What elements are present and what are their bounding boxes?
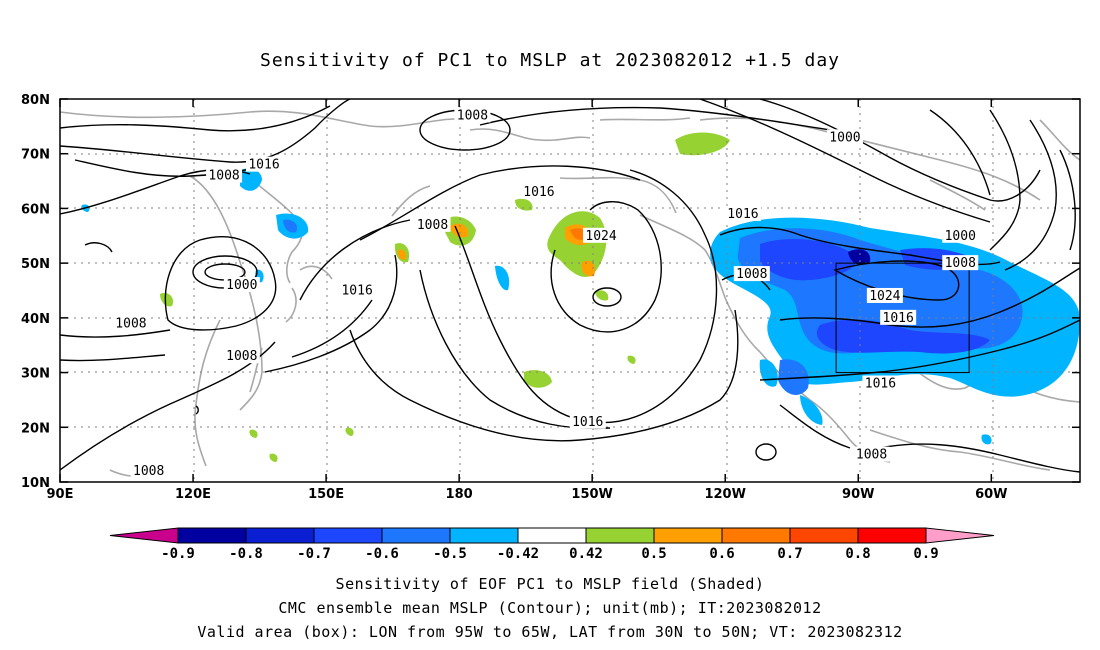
- latitude-label: 80N: [21, 93, 50, 108]
- latitude-label: 40N: [21, 312, 50, 327]
- contour-label: 1016: [727, 207, 758, 222]
- longitude-labels: 90E 120E 150E 180 150W 120W 90W 60W: [47, 487, 1008, 502]
- latitude-label: 50N: [21, 257, 50, 272]
- longitude-label: 150W: [571, 487, 612, 502]
- contour-label-bg: [733, 266, 770, 282]
- latitude-labels: 80N 70N 60N 50N 40N 30N 20N 10N: [21, 93, 50, 491]
- colorbar-segment: [517, 527, 587, 544]
- chart-title: Sensitivity of PC1 to MSLP at 2023082012…: [259, 50, 840, 71]
- latitude-label: 10N: [21, 476, 50, 491]
- longitude-label: 120W: [704, 487, 745, 502]
- contour-label: 1016: [865, 377, 896, 392]
- contour-label-bg: [880, 309, 917, 325]
- longitude-label: 90E: [47, 487, 74, 502]
- colorbar-label: 0.5: [641, 546, 666, 562]
- colorbar-segment: [857, 527, 927, 544]
- contour-label: 1008: [208, 169, 239, 184]
- contour-label-bg: [339, 282, 376, 298]
- colorbar-label: 0.42: [569, 546, 603, 562]
- colorbar-label: -0.6: [365, 546, 399, 562]
- colorbar-segment: [789, 527, 859, 544]
- footer-line-1: Sensitivity of EOF PC1 to MSLP field (Sh…: [335, 575, 765, 593]
- map-grid: [60, 99, 1080, 482]
- colorbar-label: 0.8: [845, 546, 870, 562]
- contour-label: 1000: [945, 229, 976, 244]
- colorbar-segment: [653, 527, 723, 544]
- colorbar-label: -0.9: [161, 546, 195, 562]
- contour-label-bg: [223, 348, 260, 364]
- contour-label-bg: [223, 277, 260, 293]
- colorbar-segment: [585, 527, 655, 544]
- colorbar-segment: [449, 527, 519, 544]
- contour-labels: 1008 1000 1016 1008 1016 1016 1008 1024 1000 1008…: [112, 107, 979, 479]
- contour-label: 1016: [572, 415, 603, 430]
- contour-label-bg: [246, 156, 282, 172]
- contour-label-bg: [942, 255, 979, 271]
- map-area: 1008 1000 1016 1008 1016 1016 1008 1024 1000 1008…: [60, 99, 1080, 482]
- colorbar-segment: [381, 527, 451, 544]
- contour-label: 1016: [523, 185, 554, 200]
- colorbar-labels: -0.9 -0.8 -0.7 -0.6 -0.5 -0.42 0.42 0.5 0.6 0.7 0.…: [161, 546, 939, 562]
- contour-label: 1016: [248, 158, 279, 173]
- contour-label: 1008: [736, 267, 767, 282]
- colorbar-label: 0.9: [913, 546, 938, 562]
- contour-label-bg: [826, 129, 863, 145]
- contour-label-bg: [942, 227, 979, 243]
- contour-label: 1008: [417, 218, 448, 233]
- contour-label-bg: [724, 205, 761, 221]
- axis-ticks: [59, 98, 1080, 483]
- contour-label: 1000: [226, 278, 257, 293]
- longitude-label: 60W: [975, 487, 1007, 502]
- longitude-label: 120E: [175, 487, 211, 502]
- contour-label-bg: [583, 227, 620, 243]
- colorbar-label: -0.42: [497, 546, 539, 562]
- colorbar-high-triangle: [925, 527, 995, 544]
- contour-label: 1008: [226, 349, 257, 364]
- colorbar-label: 0.7: [777, 546, 802, 562]
- latitude-label: 70N: [21, 148, 50, 163]
- contour-label-bg: [414, 216, 451, 232]
- colorbar-label: -0.7: [297, 546, 331, 562]
- contour-label: 1008: [115, 316, 146, 331]
- latitude-label: 30N: [21, 367, 50, 382]
- colorbar: [109, 527, 995, 544]
- contour-label: 1016: [341, 284, 372, 299]
- contour-label: 1024: [869, 289, 900, 304]
- contour-label: 1008: [856, 448, 887, 463]
- colorbar-low-triangle: [109, 527, 179, 544]
- colorbar-label: -0.5: [433, 546, 467, 562]
- contour-label-bg: [569, 413, 606, 429]
- contour-label: 1008: [945, 256, 976, 271]
- contour-label-bg: [112, 315, 149, 331]
- footer-line-3: Valid area (box): LON from 95W to 65W, L…: [197, 623, 903, 641]
- contour-label-bg: [520, 184, 557, 200]
- valid-area-box: [835, 262, 970, 374]
- contour-label-bg: [454, 107, 491, 123]
- colorbar-segment: [721, 527, 791, 544]
- contour-label: 1024: [585, 229, 616, 244]
- longitude-label: 90W: [842, 487, 874, 502]
- contour-label-bg: [862, 375, 899, 391]
- contour-label-bg: [853, 446, 890, 462]
- latitude-label: 20N: [21, 421, 50, 436]
- contour-label-bg: [130, 463, 167, 479]
- longitude-label: 180: [446, 487, 473, 502]
- latitude-label: 60N: [21, 202, 50, 217]
- contour-label-bg: [866, 287, 903, 303]
- contour-label: 1016: [883, 311, 914, 326]
- contour-label: 1000: [829, 130, 860, 145]
- colorbar-segment: [313, 527, 383, 544]
- map-frame: [59, 98, 1081, 483]
- colorbar-segment: [177, 527, 247, 544]
- contour-label: 1008: [133, 464, 164, 479]
- footer-line-2: CMC ensemble mean MSLP (Contour); unit(m…: [278, 599, 822, 617]
- contour-label-bg: [206, 167, 243, 183]
- colorbar-segment: [245, 527, 315, 544]
- colorbar-label: -0.8: [229, 546, 263, 562]
- colorbar-label: 0.6: [709, 546, 734, 562]
- contour-label: 1008: [457, 108, 488, 123]
- longitude-label: 150E: [308, 487, 344, 502]
